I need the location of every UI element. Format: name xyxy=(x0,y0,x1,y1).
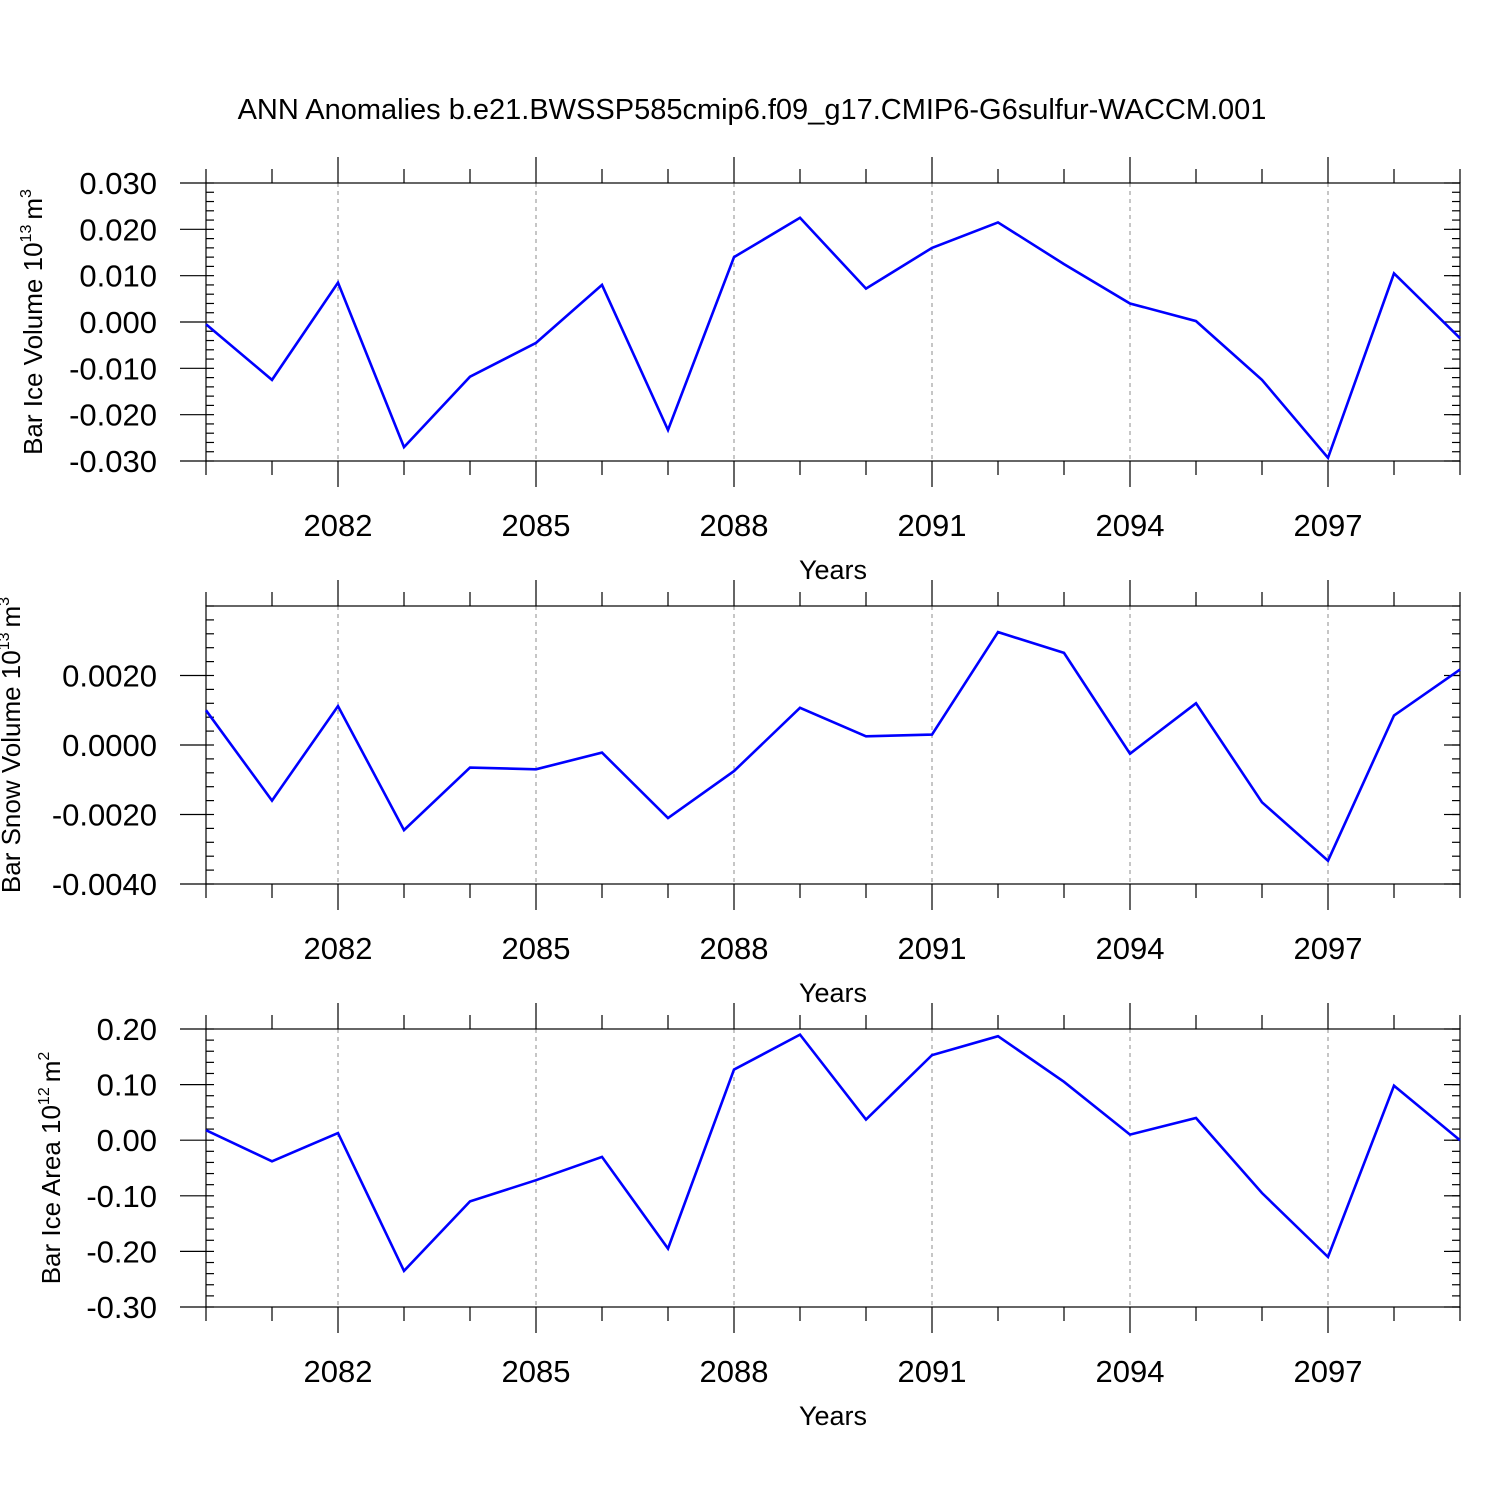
figure-title: ANN Anomalies b.e21.BWSSP585cmip6.f09_g1… xyxy=(238,94,1267,126)
x-tick-label: 2082 xyxy=(304,931,373,966)
y-tick-label: 0.020 xyxy=(79,212,157,247)
y-tick-label: 0.010 xyxy=(79,259,157,294)
y-tick-label: 0.0020 xyxy=(62,659,157,694)
panel-1: -0.030 -0.020 -0.010 0.000 0.010 0.020 0.030 20… xyxy=(18,157,1461,585)
plot-frame xyxy=(205,1028,1461,1308)
y-axis-label: Bar Ice Volume 1013 m3 xyxy=(18,189,48,455)
y-axis-label: Bar Ice Area 1012 m2 xyxy=(36,1052,66,1285)
y-axis-label-unit: m xyxy=(18,198,48,220)
x-tick-label: 2091 xyxy=(898,931,967,966)
x-tick-label: 2085 xyxy=(502,508,571,543)
plot-frame xyxy=(205,605,1461,885)
y-axis-label-exponent: 13 xyxy=(18,225,35,243)
x-tick-label: 2097 xyxy=(1294,931,1363,966)
y-tick-label: -0.010 xyxy=(69,351,157,386)
x-tick-label: 2082 xyxy=(304,1354,373,1389)
y-axis-label: Bar Snow Volume 1013 m3 xyxy=(0,597,26,893)
x-axis-label: Years xyxy=(799,555,867,585)
y-axis-label-exponent: 12 xyxy=(36,1087,53,1105)
y-axis-label-main: Bar Ice Volume 10 xyxy=(18,242,48,454)
y-tick-label: 0.000 xyxy=(79,305,157,340)
x-tick-label: 2094 xyxy=(1096,931,1165,966)
x-tick-label: 2094 xyxy=(1096,1354,1165,1389)
panel-2: -0.0040 -0.0020 0.0000 0.0020 2082 2085 2088 20… xyxy=(0,580,1461,1008)
x-tick-label: 2085 xyxy=(502,931,571,966)
series-line xyxy=(205,1032,1461,1274)
x-tick-label: 2088 xyxy=(700,1354,769,1389)
y-tick-label: -0.020 xyxy=(69,398,157,433)
x-tick-label: 2085 xyxy=(502,1354,571,1389)
y-axis-label-main: Bar Ice Area 10 xyxy=(36,1105,66,1284)
y-axis-label-unit: m xyxy=(0,606,26,628)
y-tick-label: -0.0040 xyxy=(52,867,157,902)
x-tick-label: 2088 xyxy=(700,508,769,543)
x-tick-label: 2094 xyxy=(1096,508,1165,543)
y-axis-label-unit: m xyxy=(36,1061,66,1083)
x-tick-label: 2091 xyxy=(898,508,967,543)
y-axis-label-exponent: 13 xyxy=(0,632,13,650)
x-tick-label: 2082 xyxy=(304,508,373,543)
x-tick-label: 2088 xyxy=(700,931,769,966)
y-axis-label-unit-exponent: 2 xyxy=(36,1052,53,1061)
x-tick-label: 2097 xyxy=(1294,508,1363,543)
y-tick-label: -0.030 xyxy=(69,444,157,479)
y-axis-label-unit-exponent: 3 xyxy=(0,597,13,606)
y-tick-label: -0.20 xyxy=(86,1234,157,1269)
series-line xyxy=(205,216,1461,461)
y-tick-label: 0.00 xyxy=(97,1123,157,1158)
y-tick-label: -0.30 xyxy=(86,1290,157,1325)
panel-3: -0.30 -0.20 -0.10 0.00 0.10 0.20 2082 2085 2088 2… xyxy=(36,1003,1461,1431)
y-tick-label: 0.20 xyxy=(97,1012,157,1047)
y-tick-label: 0.10 xyxy=(97,1068,157,1103)
y-axis-label-main: Bar Snow Volume 10 xyxy=(0,650,26,893)
x-axis-label: Years xyxy=(799,978,867,1008)
y-tick-label: 0.0000 xyxy=(62,728,157,763)
x-tick-label: 2097 xyxy=(1294,1354,1363,1389)
x-tick-label: 2091 xyxy=(898,1354,967,1389)
y-tick-label: -0.10 xyxy=(86,1179,157,1214)
x-axis-label: Years xyxy=(799,1401,867,1431)
y-tick-label: -0.0020 xyxy=(52,798,157,833)
y-tick-label: 0.030 xyxy=(79,166,157,201)
series-line xyxy=(204,630,1461,863)
y-axis-label-unit-exponent: 3 xyxy=(18,189,35,198)
